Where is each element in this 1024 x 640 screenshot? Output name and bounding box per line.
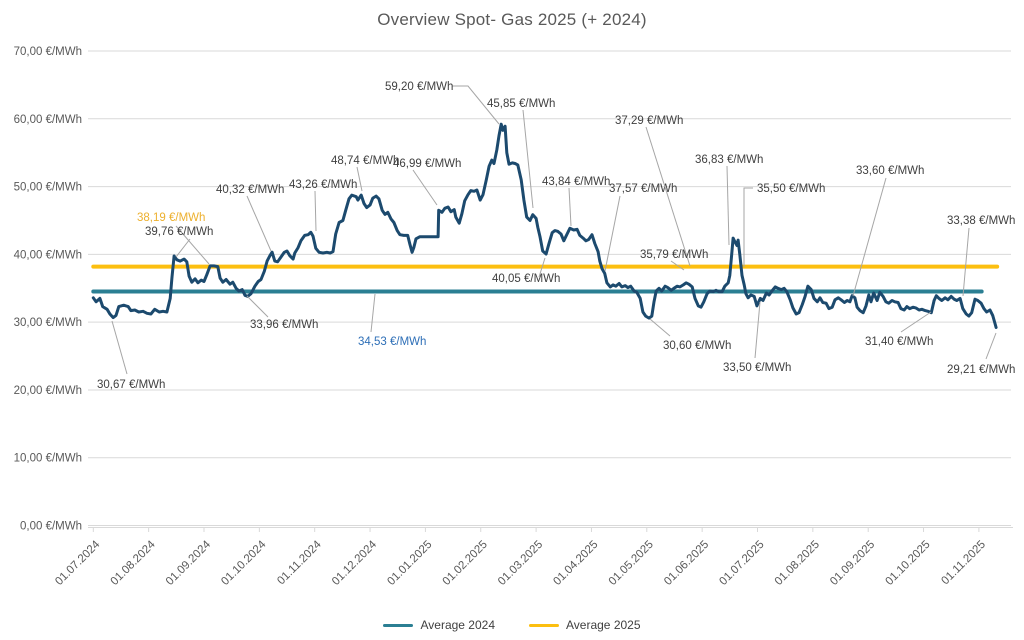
annotation-leader-line [645,126,691,267]
annotation-leader-line [412,169,438,206]
annotation-leader-line [314,190,317,232]
annotation-label: 33,60 €/MWh [856,165,924,177]
x-axis-tick-label: 01.09.2024 [164,538,214,588]
annotation-leader-line [985,332,997,360]
annotation-leader-line [370,293,376,333]
annotation-label: 45,85 €/MWh [487,98,555,110]
annotation-leader-line [538,257,546,278]
annotation-label: 34,53 €/MWh [358,336,426,348]
annotation-leader-line [111,320,128,375]
y-axis-tick-label: 40,00 €/MWh [14,249,82,261]
x-axis-tick-label: 01.11.2025 [939,539,988,588]
annotation-leader-line [246,195,272,252]
annotation-leader-line [175,225,210,265]
annotation-leader-line [604,195,621,272]
annotation-label: 40,05 €/MWh [492,273,560,285]
annotation-label: 39,76 €/MWh [145,226,213,238]
x-axis-tick-label: 01.08.2025 [773,539,822,588]
x-axis-tick-label: 01.10.2025 [883,539,932,588]
y-axis-tick-label: 60,00 €/MWh [14,114,82,126]
x-axis-tick-label: 01.12.2024 [330,538,380,588]
annotation-label: 35,50 €/MWh [757,183,825,195]
annotation-leader-line [726,165,730,246]
annotation-leader-line [246,295,269,318]
annotation-label: 37,57 €/MWh [609,183,677,195]
annotation-label: 36,83 €/MWh [695,154,763,166]
annotation-label: 33,96 €/MWh [250,319,318,331]
average-2025-line-swatch [529,623,559,627]
annotation-leader-line [452,85,500,125]
annotation-leader-line [649,318,671,337]
x-axis-tick-label: 01.06.2025 [662,539,711,588]
y-axis-tick-label: 10,00 €/MWh [14,453,82,465]
annotation-label: 30,67 €/MWh [97,379,165,391]
annotation-label: 37,29 €/MWh [615,115,683,127]
chart-legend: Average 2024 Average 2025 [0,618,1024,632]
x-axis-tick-label: 01.01.2025 [385,539,434,588]
annotation-leader-line [754,301,761,359]
annotation-label: 30,60 €/MWh [663,340,731,352]
annotation-leader-line [743,187,753,267]
annotation-leader-line [900,311,932,333]
annotation-label: 31,40 €/MWh [865,336,933,348]
legend-item-average-2024: Average 2024 [383,618,495,632]
y-axis-tick-label: 70,00 €/MWh [14,46,82,58]
x-axis-tick-label: 01.11.2024 [275,538,324,587]
y-axis-tick-label: 20,00 €/MWh [14,385,82,397]
average-2024-line-swatch [383,623,414,627]
annotation-label: 35,79 €/MWh [640,249,708,261]
annotation-leader-line [568,187,572,227]
legend-label-average-2024: Average 2024 [420,618,495,632]
chart-title: Overview Spot- Gas 2025 (+ 2024) [377,10,647,29]
annotation-leader-line [852,177,887,297]
x-axis-tick-label: 01.09.2025 [828,539,877,588]
annotation-leader-line [356,166,363,192]
y-axis-tick-label: 30,00 €/MWh [14,317,82,329]
x-axis-tick-label: 01.08.2024 [109,538,159,588]
annotation-leader-line [962,227,970,297]
annotation-label: 40,32 €/MWh [216,184,284,196]
x-axis-tick-label: 01.02.2025 [441,539,490,588]
x-axis-tick-label: 01.07.2025 [717,539,766,588]
y-axis-tick-label: 50,00 €/MWh [14,182,82,194]
annotation-label: 33,50 €/MWh [723,362,791,374]
annotation-leader-line [522,109,534,209]
annotation-label: 33,38 €/MWh [947,215,1015,227]
x-axis-tick-label: 01.05.2025 [607,539,656,588]
legend-label-average-2025: Average 2025 [566,618,641,632]
annotation-label: 38,19 €/MWh [137,212,205,224]
annotation-label: 29,21 €/MWh [947,364,1015,376]
x-axis-tick-label: 01.03.2025 [496,539,545,588]
annotation-label: 46,99 €/MWh [393,158,461,170]
x-axis-tick-label: 01.10.2024 [219,538,269,588]
y-axis-tick-label: 0,00 €/MWh [20,521,82,533]
legend-item-average-2025: Average 2025 [529,618,641,632]
annotation-label: 48,74 €/MWh [331,155,399,167]
annotation-label: 43,26 €/MWh [289,179,357,191]
price-line-series [91,122,998,329]
annotation-label: 59,20 €/MWh [385,81,453,93]
annotation-label: 43,84 €/MWh [542,176,610,188]
x-axis-tick-label: 01.07.2024 [53,538,103,588]
annotation-leader-line [670,260,685,271]
annotation-leader-line [175,238,191,258]
x-axis-tick-label: 01.04.2025 [551,539,600,588]
